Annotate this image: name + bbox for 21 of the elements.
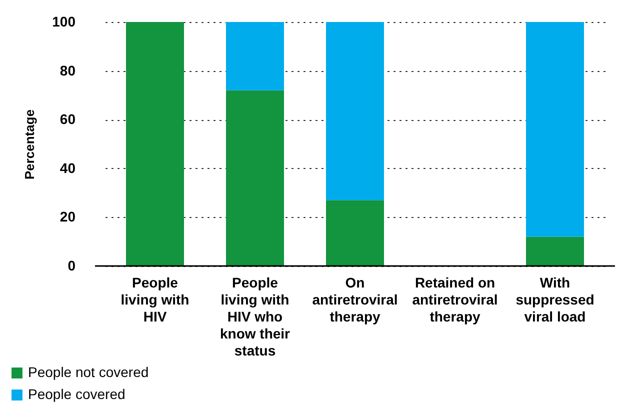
x-tick-label: People living with HIV bbox=[120, 274, 190, 324]
bar bbox=[326, 22, 384, 200]
y-tick-label: 0 bbox=[68, 258, 76, 274]
bar bbox=[126, 22, 184, 266]
bar bbox=[326, 200, 384, 266]
legend-label: People not covered bbox=[28, 364, 149, 380]
y-tick-label: 20 bbox=[60, 208, 76, 225]
y-axis-title: Percentage bbox=[22, 109, 38, 180]
bar bbox=[226, 22, 284, 90]
legend-label: People covered bbox=[28, 386, 126, 402]
bar bbox=[526, 236, 584, 266]
bar bbox=[226, 90, 284, 266]
y-tick-label: 100 bbox=[52, 14, 76, 30]
x-tick-label: On antiretroviral therapy bbox=[312, 274, 398, 324]
y-tick-label: 40 bbox=[60, 160, 76, 176]
x-tick-label: People living with HIV who know their status bbox=[220, 274, 291, 358]
bar bbox=[526, 22, 584, 237]
y-tick-label: 80 bbox=[60, 62, 76, 78]
x-tick-label: With suppressed viral load bbox=[516, 274, 594, 324]
x-tick-label: Retained on antiretroviral therapy bbox=[412, 274, 498, 324]
y-tick-label: 60 bbox=[60, 111, 76, 128]
